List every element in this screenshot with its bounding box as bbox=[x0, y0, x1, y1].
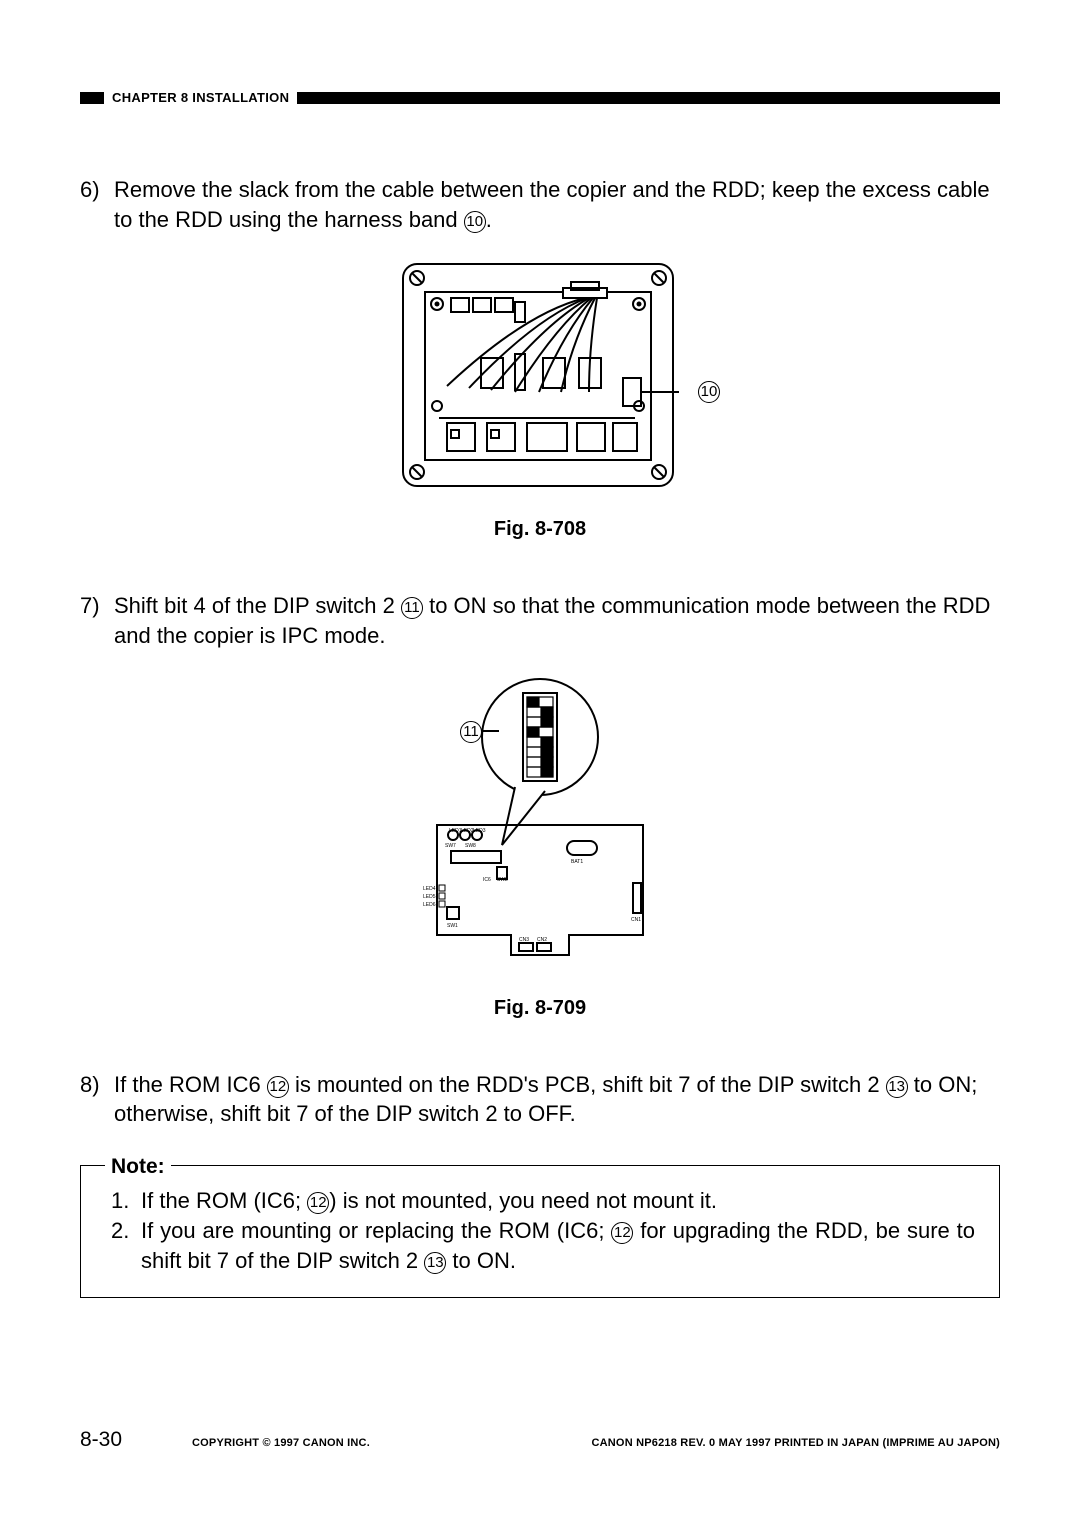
step-number: 7) bbox=[80, 591, 114, 650]
text: . bbox=[486, 207, 492, 232]
note-label: Note: bbox=[105, 1153, 171, 1181]
step-number: 6) bbox=[80, 175, 114, 234]
note-text: If you are mounting or replacing the ROM… bbox=[141, 1216, 975, 1275]
circled-10: 10 bbox=[464, 211, 486, 233]
fig-caption: Fig. 8-709 bbox=[80, 997, 1000, 1020]
header-line bbox=[297, 92, 1000, 104]
note-item-2: 2. If you are mounting or replacing the … bbox=[111, 1216, 975, 1275]
step-text: Remove the slack from the cable between … bbox=[114, 175, 1000, 234]
copyright: COPYRIGHT © 1997 CANON INC. bbox=[192, 1437, 370, 1449]
chapter-label: CHAPTER 8 INSTALLATION bbox=[104, 90, 297, 105]
circled-12: 12 bbox=[267, 1076, 289, 1098]
svg-text:LED5: LED5 bbox=[423, 894, 436, 900]
svg-text:CN2: CN2 bbox=[537, 937, 547, 943]
circled-12: 12 bbox=[611, 1222, 633, 1244]
figure-708: 10 Fig. 8-708 bbox=[80, 258, 1000, 541]
step-text: Shift bit 4 of the DIP switch 2 11 to ON… bbox=[114, 591, 1000, 650]
svg-text:LED6: LED6 bbox=[423, 902, 436, 908]
svg-text:SW1: SW1 bbox=[447, 923, 458, 929]
fig-caption: Fig. 8-708 bbox=[80, 518, 1000, 541]
svg-text:LED4: LED4 bbox=[423, 886, 436, 892]
step-8: 8) If the ROM IC6 12 is mounted on the R… bbox=[80, 1070, 1000, 1129]
note-text: If the ROM (IC6; 12) is not mounted, you… bbox=[141, 1186, 717, 1216]
svg-text:LED2: LED2 bbox=[461, 828, 474, 834]
circled-11: 11 bbox=[401, 597, 423, 619]
page-footer: 8-30 COPYRIGHT © 1997 CANON INC. CANON N… bbox=[80, 1428, 1000, 1452]
note-box: Note: 1. If the ROM (IC6; 12) is not mou… bbox=[80, 1165, 1000, 1298]
step-7: 7) Shift bit 4 of the DIP switch 2 11 to… bbox=[80, 591, 1000, 650]
step-text: If the ROM IC6 12 is mounted on the RDD'… bbox=[114, 1070, 1000, 1129]
fig-709-svg: SW7 SW8 IC6 SW2 SW1 LED4 LED5 LED6 BAT1 … bbox=[395, 675, 685, 975]
text: Remove the slack from the cable between … bbox=[114, 177, 990, 232]
note-num: 1. bbox=[111, 1186, 141, 1216]
callout-10: 10 bbox=[698, 381, 720, 403]
svg-text:CN3: CN3 bbox=[519, 937, 529, 943]
svg-text:LED3: LED3 bbox=[473, 828, 486, 834]
step-6: 6) Remove the slack from the cable betwe… bbox=[80, 175, 1000, 234]
svg-text:SW8: SW8 bbox=[465, 843, 476, 849]
fig-708-svg bbox=[395, 258, 685, 496]
text: Shift bit 4 of the DIP switch 2 bbox=[114, 593, 401, 618]
circled-12: 12 bbox=[307, 1192, 329, 1214]
text: If the ROM IC6 bbox=[114, 1072, 267, 1097]
svg-text:SW7: SW7 bbox=[445, 843, 456, 849]
svg-text:IC6: IC6 bbox=[483, 877, 491, 883]
callout-11: 11 bbox=[460, 721, 482, 743]
page-header: CHAPTER 8 INSTALLATION bbox=[80, 90, 1000, 105]
page-number: 8-30 bbox=[80, 1428, 122, 1452]
text: is mounted on the RDD's PCB, shift bit 7… bbox=[289, 1072, 886, 1097]
note-item-1: 1. If the ROM (IC6; 12) is not mounted, … bbox=[111, 1186, 975, 1216]
step-number: 8) bbox=[80, 1070, 114, 1129]
circled-13: 13 bbox=[424, 1252, 446, 1274]
note-num: 2. bbox=[111, 1216, 141, 1275]
svg-text:SW2: SW2 bbox=[497, 877, 508, 883]
figure-709: SW7 SW8 IC6 SW2 SW1 LED4 LED5 LED6 BAT1 … bbox=[80, 675, 1000, 1020]
svg-text:LED1: LED1 bbox=[449, 828, 462, 834]
header-block-left bbox=[80, 92, 104, 104]
footer-right: CANON NP6218 REV. 0 MAY 1997 PRINTED IN … bbox=[592, 1437, 1001, 1449]
svg-text:BAT1: BAT1 bbox=[571, 859, 583, 865]
svg-text:CN1: CN1 bbox=[631, 917, 641, 923]
circled-13: 13 bbox=[886, 1076, 908, 1098]
